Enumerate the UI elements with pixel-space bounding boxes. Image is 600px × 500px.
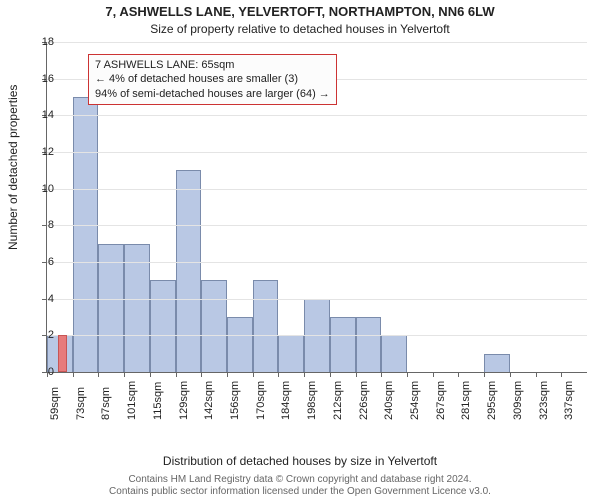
bar	[330, 317, 356, 372]
footer: Contains HM Land Registry data © Crown c…	[0, 474, 600, 498]
ytick-label: 2	[30, 329, 54, 341]
xtick-label: 101sqm	[126, 381, 138, 420]
x-axis-label: Distribution of detached houses by size …	[0, 454, 600, 468]
bar	[73, 97, 99, 372]
xtick-label: 184sqm	[280, 381, 292, 420]
xtick-label: 129sqm	[178, 381, 190, 420]
xtick-mark	[98, 372, 99, 377]
page-title: 7, ASHWELLS LANE, YELVERTOFT, NORTHAMPTO…	[0, 4, 600, 19]
xtick-label: 156sqm	[229, 381, 241, 420]
xtick-mark	[407, 372, 408, 377]
xtick-label: 323sqm	[538, 381, 550, 420]
xtick-label: 281sqm	[460, 381, 472, 420]
xtick-mark	[510, 372, 511, 377]
ytick-label: 14	[30, 109, 54, 121]
xtick-label: 170sqm	[255, 381, 267, 420]
gridline	[47, 189, 587, 190]
info-line-1: 7 ASHWELLS LANE: 65sqm	[95, 58, 330, 72]
xtick-mark	[278, 372, 279, 377]
xtick-mark	[536, 372, 537, 377]
xtick-mark	[458, 372, 459, 377]
gridline	[47, 335, 587, 336]
ytick-label: 0	[30, 366, 54, 378]
bar	[484, 354, 510, 372]
ytick-label: 8	[30, 219, 54, 231]
xtick-label: 267sqm	[435, 381, 447, 420]
xtick-mark	[201, 372, 202, 377]
bar	[381, 335, 407, 372]
xtick-mark	[433, 372, 434, 377]
info-line-3: 94% of semi-detached houses are larger (…	[95, 87, 330, 101]
bar	[253, 280, 279, 372]
highlight-info-box: 7 ASHWELLS LANE: 65sqm ← 4% of detached …	[88, 54, 337, 105]
xtick-label: 309sqm	[512, 381, 524, 420]
ytick-label: 18	[30, 36, 54, 48]
gridline	[47, 225, 587, 226]
ytick-label: 12	[30, 146, 54, 158]
bar	[356, 317, 382, 372]
xtick-label: 226sqm	[358, 381, 370, 420]
gridline	[47, 42, 587, 43]
xtick-mark	[356, 372, 357, 377]
bar	[227, 317, 253, 372]
footer-line-2: Contains public sector information licen…	[0, 486, 600, 498]
xtick-mark	[150, 372, 151, 377]
xtick-mark	[227, 372, 228, 377]
footer-line-1: Contains HM Land Registry data © Crown c…	[0, 474, 600, 486]
xtick-label: 142sqm	[203, 381, 215, 420]
xtick-label: 295sqm	[486, 381, 498, 420]
xtick-mark	[304, 372, 305, 377]
ytick-label: 10	[30, 183, 54, 195]
xtick-label: 115sqm	[152, 382, 164, 420]
xtick-mark	[253, 372, 254, 377]
xtick-mark	[381, 372, 382, 377]
xtick-label: 59sqm	[49, 387, 61, 420]
ytick-label: 16	[30, 73, 54, 85]
xtick-label: 254sqm	[409, 381, 421, 420]
xtick-label: 87sqm	[100, 387, 112, 420]
xtick-mark	[124, 372, 125, 377]
xtick-label: 212sqm	[332, 381, 344, 420]
xtick-label: 240sqm	[383, 381, 395, 420]
bar	[278, 335, 304, 372]
ytick-label: 4	[30, 293, 54, 305]
xtick-mark	[484, 372, 485, 377]
ytick-label: 6	[30, 256, 54, 268]
xtick-label: 198sqm	[306, 381, 318, 420]
xtick-mark	[73, 372, 74, 377]
gridline	[47, 152, 587, 153]
xtick-label: 73sqm	[75, 387, 87, 420]
bar	[201, 280, 227, 372]
gridline	[47, 115, 587, 116]
y-axis-label: Number of detached properties	[6, 85, 20, 250]
gridline	[47, 262, 587, 263]
xtick-mark	[176, 372, 177, 377]
page-subtitle: Size of property relative to detached ho…	[0, 22, 600, 36]
highlight-bar	[58, 335, 66, 372]
xtick-label: 337sqm	[563, 381, 575, 420]
bar	[150, 280, 176, 372]
gridline	[47, 299, 587, 300]
xtick-mark	[330, 372, 331, 377]
bar	[176, 170, 202, 372]
info-line-2: ← 4% of detached houses are smaller (3)	[95, 72, 330, 86]
xtick-mark	[561, 372, 562, 377]
